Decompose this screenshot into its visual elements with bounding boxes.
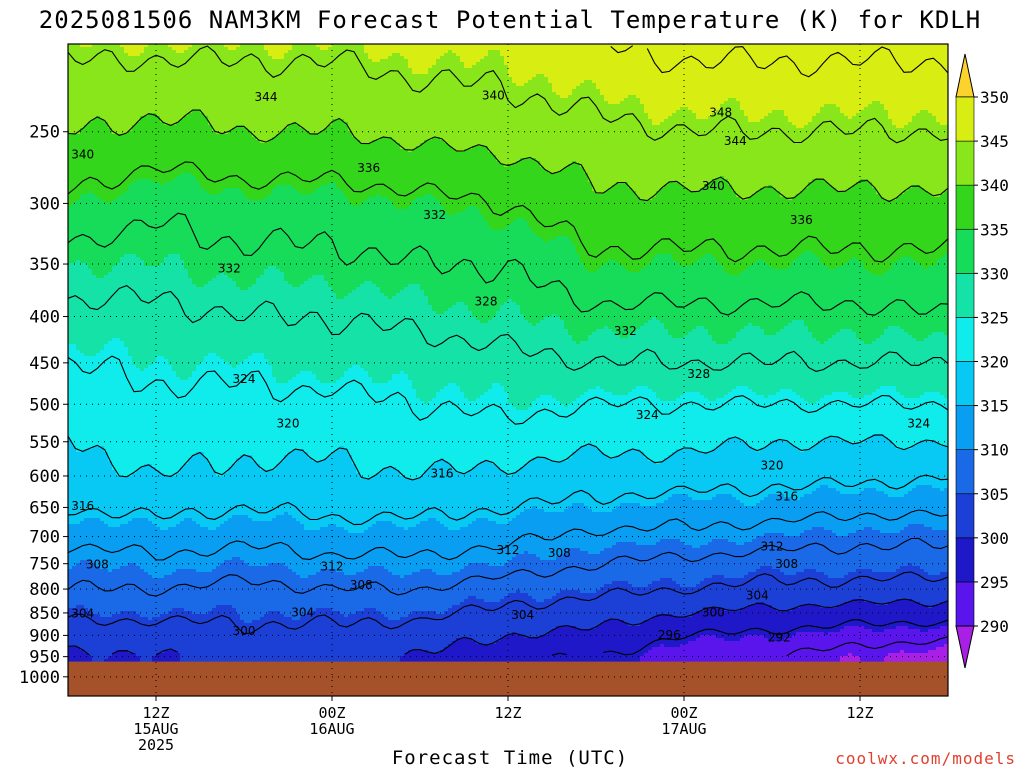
- chart-title: 2025081506 NAM3KM Forecast Potential Tem…: [39, 6, 981, 34]
- potential-temperature-chart: 2025081506 NAM3KM Forecast Potential Tem…: [0, 0, 1024, 768]
- plot-area: [68, 44, 949, 697]
- theta-field: [68, 44, 949, 697]
